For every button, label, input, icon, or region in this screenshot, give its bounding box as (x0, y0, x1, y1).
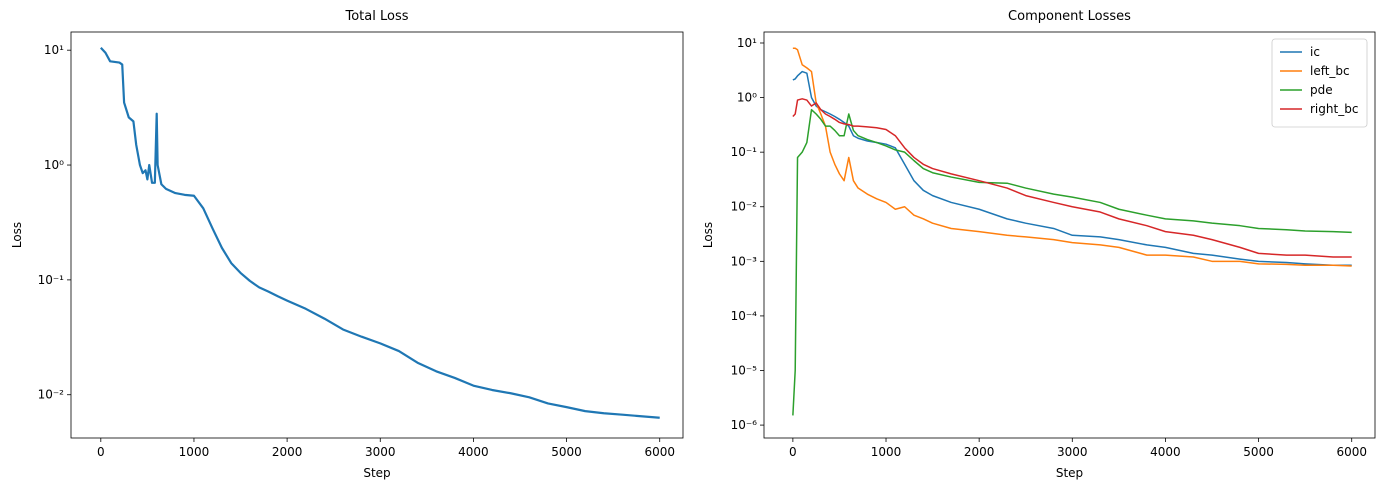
x-tick-label: 2000 (964, 445, 995, 459)
legend-label: pde (1310, 83, 1333, 97)
legend-label: left_bc (1310, 64, 1350, 78)
x-tick-label: 3000 (365, 445, 396, 459)
legend-box (1271, 38, 1368, 128)
legend-label: ic (1310, 45, 1320, 59)
x-tick-label: 2000 (272, 445, 303, 459)
line-series (792, 47, 1352, 267)
y-axis-label: Loss (10, 222, 24, 248)
y-axis-label: Loss (701, 222, 715, 248)
subplot: Component Losses Step Loss 0 1000 2000 3000 400… (701, 9, 1376, 480)
y-tick-label: 10⁻⁶ (731, 418, 758, 432)
y-tick-label: 10⁻² (38, 388, 65, 402)
x-axis-label: Step (1056, 466, 1083, 480)
y-tick-label: 10⁻¹ (38, 273, 65, 287)
y-tick-label: 10⁻³ (731, 254, 758, 268)
y-tick-label: 10⁻⁴ (731, 309, 758, 323)
subplot: Total Loss Step Loss 0 1000 2000 3000 4000 5000 6… (10, 9, 684, 480)
y-tick-label: 10⁻⁵ (731, 364, 758, 378)
x-tick-label: 5000 (551, 445, 582, 459)
x-tick-label: 1000 (179, 445, 210, 459)
legend-label: right_bc (1310, 102, 1358, 116)
y-tick-label: 10⁰ (44, 158, 64, 172)
axes-frame (763, 31, 1376, 439)
line-series (100, 47, 660, 419)
x-tick-label: 3000 (1057, 445, 1088, 459)
line-series (792, 70, 1352, 266)
x-tick-label: 0 (789, 445, 797, 459)
chart-title: Component Losses (1008, 9, 1131, 24)
x-tick-label: 6000 (644, 445, 675, 459)
x-tick-label: 1000 (871, 445, 902, 459)
line-series (792, 108, 1352, 416)
y-tick-label: 10⁰ (737, 91, 757, 105)
x-tick-label: 6000 (1336, 445, 1367, 459)
x-tick-label: 4000 (458, 445, 489, 459)
y-tick-label: 10¹ (44, 43, 64, 57)
chart-title: Total Loss (344, 9, 408, 24)
y-tick-label: 10¹ (737, 36, 757, 50)
x-tick-label: 0 (97, 445, 105, 459)
axes-frame (70, 31, 684, 439)
x-tick-label: 4000 (1150, 445, 1181, 459)
line-series (792, 98, 1352, 258)
x-tick-label: 5000 (1243, 445, 1274, 459)
y-tick-label: 10⁻² (731, 200, 758, 214)
y-tick-label: 10⁻¹ (731, 145, 758, 159)
x-axis-label: Step (363, 466, 390, 480)
